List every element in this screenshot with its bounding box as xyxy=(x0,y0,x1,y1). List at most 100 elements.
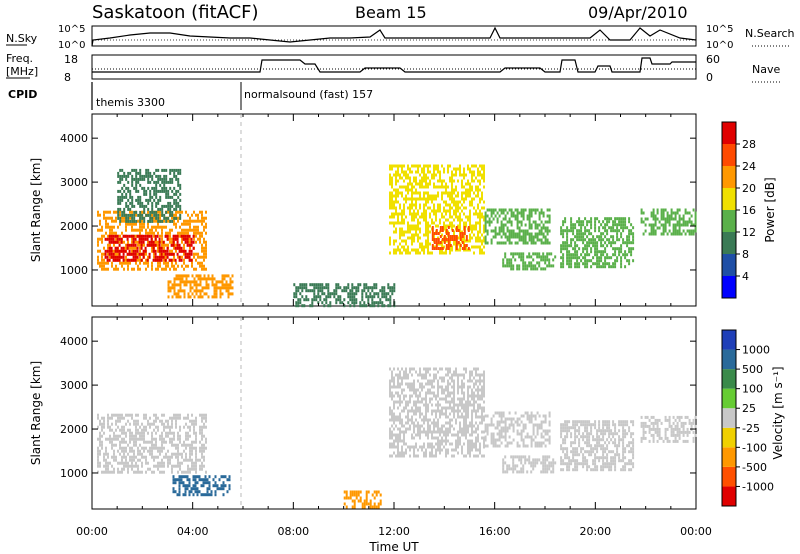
power-data-cell xyxy=(411,224,413,228)
velocity-data-cell xyxy=(473,394,475,398)
power-data-cell xyxy=(457,215,459,219)
power-data-cell xyxy=(105,225,107,229)
velocity-data-cell xyxy=(189,449,191,453)
power-data-cell xyxy=(642,232,645,236)
velocity-data-cell xyxy=(494,411,497,415)
power-data-cell xyxy=(173,168,176,172)
velocity-data-cell xyxy=(205,470,207,474)
power-data-cell xyxy=(540,241,543,245)
velocity-data-cell xyxy=(457,406,459,410)
power-data-cell xyxy=(185,222,187,226)
power-data-cell xyxy=(548,261,551,265)
power-data-cell xyxy=(586,220,589,224)
power-data-cell xyxy=(512,211,515,215)
power-data-cell xyxy=(403,209,405,213)
power-data-cell xyxy=(562,256,565,260)
velocity-data-cell xyxy=(393,379,395,383)
power-data-cell xyxy=(596,259,599,263)
power-data-cell xyxy=(387,286,390,290)
velocity-data-cell xyxy=(435,403,437,407)
velocity-data-cell xyxy=(155,437,157,441)
power-data-cell xyxy=(135,261,137,265)
velocity-data-cell xyxy=(395,433,397,437)
power-data-cell xyxy=(469,194,471,198)
power-y-tick-label: 3000 xyxy=(60,176,88,189)
power-data-cell xyxy=(455,206,457,210)
power-data-cell xyxy=(231,286,234,290)
velocity-data-cell xyxy=(121,428,123,432)
power-data-cell xyxy=(576,235,579,239)
velocity-data-cell xyxy=(435,421,437,425)
power-data-cell xyxy=(165,267,167,271)
velocity-data-cell xyxy=(101,470,103,474)
power-data-cell xyxy=(417,212,419,216)
power-data-cell xyxy=(161,234,163,238)
power-data-cell xyxy=(596,235,599,239)
velocity-data-cell xyxy=(397,448,399,452)
power-data-cell xyxy=(184,234,187,238)
velocity-data-cell xyxy=(425,406,427,410)
velocity-data-cell xyxy=(141,464,143,468)
velocity-data-cell xyxy=(125,440,127,444)
velocity-data-cell xyxy=(363,505,366,509)
power-data-cell xyxy=(548,258,551,262)
power-data-cell xyxy=(459,248,461,252)
power-data-cell xyxy=(305,286,308,290)
power-data-cell xyxy=(447,218,449,222)
power-data-cell xyxy=(682,229,685,233)
power-data-cell xyxy=(353,298,356,302)
nsky-trace xyxy=(91,26,697,47)
power-data-cell xyxy=(566,253,569,257)
power-data-cell xyxy=(397,164,399,168)
velocity-data-cell xyxy=(125,434,127,438)
power-data-cell xyxy=(111,231,113,235)
power-data-cell xyxy=(427,191,429,195)
power-data-cell xyxy=(449,235,452,238)
velocity-data-cell xyxy=(411,409,413,413)
velocity-data-cell xyxy=(192,475,195,479)
power-data-cell xyxy=(128,252,131,256)
velocity-data-cell xyxy=(425,448,427,452)
velocity-data-cell xyxy=(363,502,366,506)
power-data-cell xyxy=(484,214,487,218)
power-data-cell xyxy=(147,225,149,229)
power-data-cell xyxy=(217,286,220,290)
power-data-cell xyxy=(614,241,617,245)
power-data-cell xyxy=(461,182,463,186)
velocity-data-cell xyxy=(131,455,133,459)
power-data-cell xyxy=(576,250,579,254)
velocity-data-cell xyxy=(510,417,513,421)
power-data-cell xyxy=(160,246,163,250)
power-data-cell xyxy=(167,201,170,205)
power-data-cell xyxy=(185,274,188,278)
power-data-cell xyxy=(564,220,567,224)
power-data-cell xyxy=(171,177,174,181)
power-data-cell xyxy=(367,289,370,293)
velocity-data-cell xyxy=(403,442,405,446)
velocity-data-cell xyxy=(97,461,99,465)
power-data-cell xyxy=(411,242,413,246)
power-data-cell xyxy=(397,188,399,192)
velocity-data-cell xyxy=(427,442,429,446)
power-data-cell xyxy=(134,255,137,259)
power-data-cell xyxy=(411,182,413,186)
velocity-data-cell xyxy=(453,412,455,416)
power-data-cell xyxy=(461,203,463,207)
power-data-cell xyxy=(508,238,511,242)
power-data-cell xyxy=(147,231,149,235)
power-data-cell xyxy=(455,200,457,204)
power-data-cell xyxy=(475,194,477,198)
power-data-cell xyxy=(494,235,497,239)
velocity-data-cell xyxy=(421,418,423,422)
power-data-cell xyxy=(632,238,635,242)
velocity-data-cell xyxy=(201,455,203,459)
power-data-cell xyxy=(443,209,445,213)
power-data-cell xyxy=(379,301,382,305)
power-data-cell xyxy=(449,248,451,252)
power-data-cell xyxy=(672,211,675,215)
velocity-data-cell xyxy=(343,502,346,506)
velocity-data-cell xyxy=(105,449,107,453)
power-data-cell xyxy=(109,225,111,229)
power-data-cell xyxy=(125,204,128,208)
power-data-cell xyxy=(131,267,133,271)
